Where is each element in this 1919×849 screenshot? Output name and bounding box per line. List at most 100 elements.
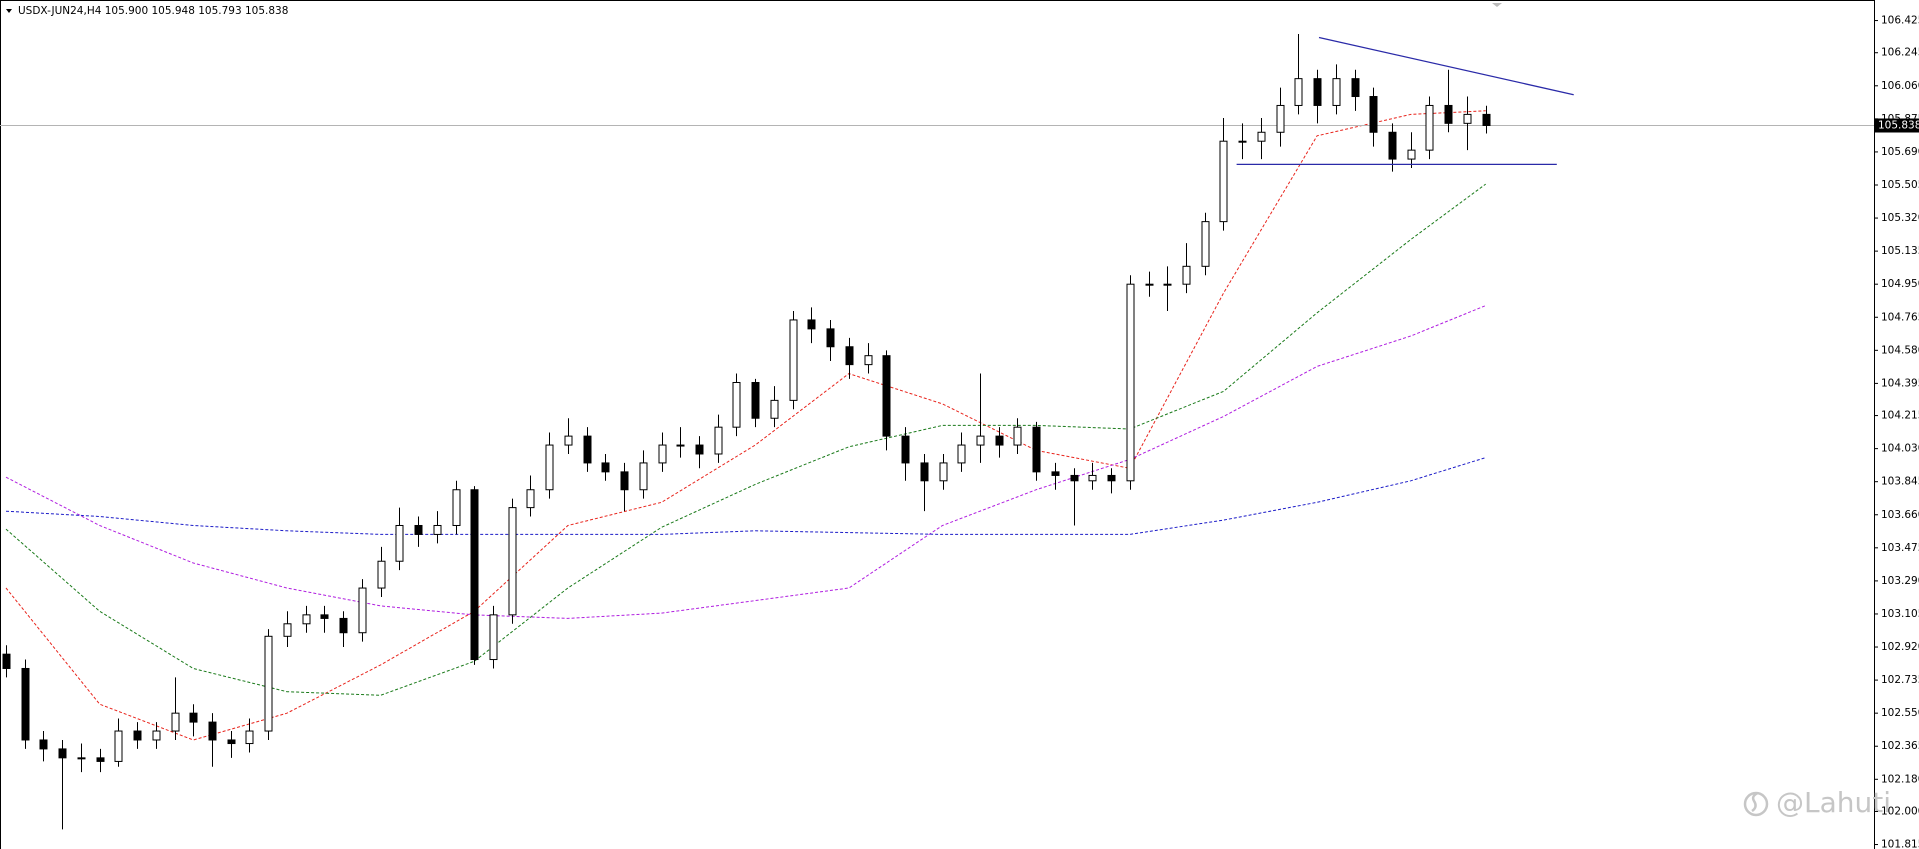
y-tick-label: 102.000 <box>1881 805 1919 817</box>
candle-body <box>508 507 517 616</box>
candle-body <box>133 730 142 741</box>
y-tick-label: 106.245 <box>1881 47 1919 59</box>
candle-body <box>639 462 648 491</box>
trend-line <box>1318 36 1574 96</box>
watermark-icon <box>1743 791 1769 817</box>
y-tick-label: 103.660 <box>1881 509 1919 521</box>
candle-body <box>1032 426 1041 473</box>
candle-body <box>1294 78 1303 106</box>
candle-body <box>433 524 442 535</box>
current-price-label: 105.838 <box>1878 120 1919 132</box>
candle-body <box>96 757 105 762</box>
moving-average <box>5 457 1486 535</box>
symbol-title: USDX-JUN24,H4 105.900 105.948 105.793 10… <box>18 5 288 17</box>
candle-body <box>2 653 11 669</box>
candle-body <box>864 355 873 366</box>
candle-body <box>1332 78 1341 106</box>
candle-body <box>208 721 217 741</box>
y-tick-label: 104.765 <box>1881 311 1919 323</box>
candle-body <box>601 462 610 473</box>
y-tick-label: 105.690 <box>1881 146 1919 158</box>
shift-marker <box>1492 3 1502 7</box>
y-tick-label: 101.815 <box>1881 839 1919 849</box>
candle-body <box>620 471 629 491</box>
candle-body <box>283 623 292 637</box>
candle-body <box>77 757 86 760</box>
candle-body <box>452 489 461 526</box>
candle-body <box>489 614 498 661</box>
y-tick-label: 103.105 <box>1881 608 1919 620</box>
candle-body <box>995 435 1004 446</box>
candle-body <box>583 435 592 464</box>
candle-body <box>395 524 404 562</box>
candle-body <box>171 712 180 732</box>
candle-body <box>770 399 779 419</box>
candle-body <box>1070 474 1079 482</box>
watermark: @Lahuti <box>1776 786 1891 819</box>
y-tick-label: 103.290 <box>1881 575 1919 587</box>
candle-body <box>920 462 929 482</box>
y-tick-label: 104.580 <box>1881 344 1919 356</box>
candle-body <box>732 381 741 428</box>
candle-body <box>1238 140 1247 143</box>
y-tick-label: 104.030 <box>1881 443 1919 455</box>
candle-body <box>339 617 348 634</box>
candle-body <box>1145 283 1154 286</box>
candle-body <box>358 587 367 634</box>
y-tick-label: 103.845 <box>1881 476 1919 488</box>
candle-body <box>1276 104 1285 133</box>
candle-body <box>1219 140 1228 223</box>
y-tick-label: 104.215 <box>1881 410 1919 422</box>
candle-body <box>695 444 704 455</box>
y-tick-label: 106.425 <box>1881 15 1919 27</box>
candle-body <box>1407 149 1416 160</box>
y-tick-label: 104.950 <box>1881 278 1919 290</box>
y-tick-label: 102.735 <box>1881 674 1919 686</box>
y-tick-label: 106.060 <box>1881 80 1919 92</box>
candle-body <box>1444 104 1453 124</box>
candle-body <box>807 319 816 330</box>
y-tick-label: 105.135 <box>1881 245 1919 257</box>
candle-body <box>1013 426 1022 446</box>
dropdown-icon[interactable] <box>6 9 12 13</box>
y-tick-label: 103.475 <box>1881 542 1919 554</box>
candle-body <box>564 435 573 446</box>
candle-body <box>1351 78 1360 98</box>
candle-body <box>152 730 161 741</box>
candle-body <box>676 444 685 447</box>
candle-body <box>957 444 966 464</box>
candle-body <box>526 489 535 509</box>
candle-body <box>939 462 948 482</box>
candle-body <box>1369 96 1378 133</box>
candle-body <box>1313 78 1322 106</box>
candle-body <box>1257 131 1266 142</box>
candle-body <box>1425 104 1434 151</box>
current-price-box <box>1875 118 1919 133</box>
candle-body <box>751 381 760 419</box>
candle-body <box>1182 265 1191 285</box>
candle-body <box>1388 131 1397 160</box>
candle-body <box>58 748 67 759</box>
moving-average <box>5 183 1486 696</box>
candle-body <box>901 435 910 464</box>
candle-body <box>545 444 554 491</box>
candle-body <box>377 560 386 589</box>
candle-body <box>1107 474 1116 482</box>
candle-body <box>320 614 329 619</box>
candle-body <box>21 667 30 741</box>
candle-body <box>1088 474 1097 482</box>
candle-body <box>470 489 479 661</box>
y-tick-label: 104.395 <box>1881 377 1919 389</box>
candle-body <box>189 712 198 723</box>
candle-body <box>114 730 123 762</box>
candle-body <box>264 635 273 732</box>
y-tick-label: 102.920 <box>1881 641 1919 653</box>
candle-body <box>789 319 798 401</box>
candle-body <box>714 426 723 455</box>
candle-body <box>976 435 985 446</box>
y-tick-label: 105.505 <box>1881 179 1919 191</box>
candle-body <box>245 730 254 745</box>
y-tick-label: 102.550 <box>1881 707 1919 719</box>
